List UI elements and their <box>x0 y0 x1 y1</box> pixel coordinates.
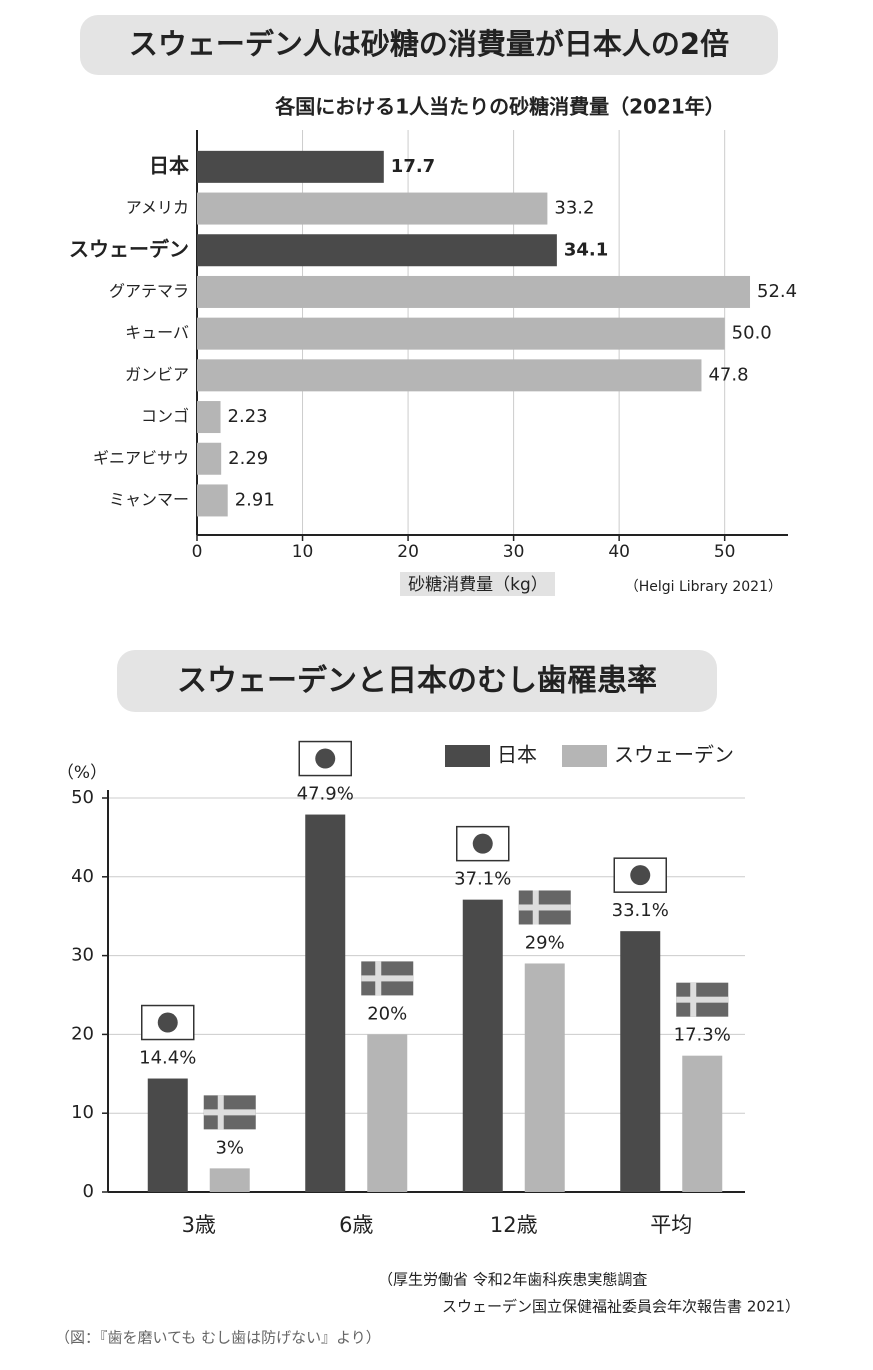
category-label: ミャンマー <box>109 490 189 509</box>
source: （Helgi Library 2021） <box>625 579 782 595</box>
y-tick-label: 50 <box>71 787 94 808</box>
value-label: 34.1 <box>564 239 608 260</box>
value-label: 50.0 <box>732 323 772 344</box>
value-label: 33.2 <box>554 198 594 219</box>
value-label: 2.29 <box>228 448 268 469</box>
x-tick-label: 6歳 <box>339 1213 373 1237</box>
bar <box>367 1034 408 1192</box>
value-label: 47.9% <box>297 784 354 805</box>
x-tick-label: 平均 <box>650 1213 692 1237</box>
legend-swatch <box>562 745 607 767</box>
value-label: 14.4% <box>139 1048 196 1069</box>
sweden-flag-cross <box>532 890 539 925</box>
category-label: グアテマラ <box>109 281 189 300</box>
legend-swatch <box>445 745 490 767</box>
value-label: 20% <box>367 1003 407 1024</box>
title-banner <box>80 15 778 75</box>
xlabel-highlight <box>400 572 555 596</box>
category-label: スウェーデン <box>69 237 189 261</box>
chart-title: スウェーデン人は砂糖の消費量が日本人の2倍 <box>129 27 729 61</box>
value-label: 3% <box>215 1137 244 1158</box>
category-label: 日本 <box>149 153 189 177</box>
bar <box>524 963 565 1192</box>
japan-flag-disc <box>630 865 651 886</box>
value-label: 17.3% <box>674 1025 731 1046</box>
bar <box>197 234 557 267</box>
bar <box>197 442 222 475</box>
category-label: コンゴ <box>141 407 189 426</box>
y-tick-label: 10 <box>71 1102 94 1123</box>
bar <box>620 931 661 1192</box>
bar <box>209 1168 250 1192</box>
japan-flag-disc <box>315 748 336 769</box>
sweden-flag-cross <box>518 904 571 911</box>
value-label: 37.1% <box>454 869 511 890</box>
category-label: アメリカ <box>126 198 189 217</box>
x-tick-label: 30 <box>503 542 525 562</box>
x-tick-label: 10 <box>292 542 314 562</box>
value-label: 33.1% <box>612 900 669 921</box>
bar <box>197 484 228 517</box>
bar <box>197 275 751 308</box>
x-tick-label: 40 <box>608 542 630 562</box>
x-tick-label: 3歳 <box>182 1213 216 1237</box>
caption: （図：『歯を磨いても むし歯は防げない』より） <box>55 1329 381 1347</box>
value-label: 2.23 <box>228 406 268 427</box>
x-tick-label: 20 <box>397 542 419 562</box>
value-label: 2.91 <box>235 489 275 510</box>
bar <box>462 899 503 1192</box>
sweden-flag-cross <box>690 982 697 1017</box>
y-axis-label: （%） <box>57 763 107 783</box>
title-banner <box>117 650 717 712</box>
value-label: 47.8 <box>708 364 748 385</box>
bar <box>197 317 725 350</box>
chart-title: スウェーデンと日本のむし歯罹患率 <box>177 664 657 699</box>
category-label: ガンビア <box>125 365 189 384</box>
x-tick-label: 0 <box>192 542 203 562</box>
sweden-flag-cross <box>676 996 729 1003</box>
y-tick-label: 30 <box>71 945 94 966</box>
sweden-flag-cross <box>217 1095 224 1130</box>
value-label: 52.4 <box>757 281 797 302</box>
value-label: 17.7 <box>391 156 435 177</box>
x-axis-label: 砂糖消費量（kg） <box>408 575 548 595</box>
bar <box>197 401 221 434</box>
legend-label: スウェーデン <box>614 743 734 767</box>
japan-flag <box>613 857 667 893</box>
y-tick-label: 20 <box>71 1023 94 1044</box>
bar <box>682 1055 723 1192</box>
source: スウェーデン国立保健福祉委員会年次報告書 2021） <box>442 1298 800 1316</box>
bar <box>305 814 346 1192</box>
japan-flag-disc <box>157 1012 178 1033</box>
sweden-flag-cross <box>203 1109 256 1116</box>
chart-subtitle: 各国における1人当たりの砂糖消費量（2021年） <box>274 95 725 119</box>
legend-label: 日本 <box>497 743 537 767</box>
bar <box>197 359 702 392</box>
japan-flag-disc <box>472 833 493 854</box>
category-label: ギニアビサウ <box>93 448 189 467</box>
source: （厚生労働省 令和2年歯科疾患実態調査 <box>378 1271 647 1289</box>
bar <box>197 192 548 225</box>
sweden-flag-cross <box>361 975 414 982</box>
y-tick-label: 40 <box>71 866 94 887</box>
bar <box>197 150 384 183</box>
bar <box>147 1078 188 1192</box>
value-label: 29% <box>525 932 565 953</box>
x-tick-label: 12歳 <box>490 1213 538 1237</box>
y-tick-label: 0 <box>83 1181 94 1202</box>
x-tick-label: 50 <box>714 542 736 562</box>
sweden-flag-cross <box>375 961 382 996</box>
category-label: キューバ <box>125 323 189 342</box>
